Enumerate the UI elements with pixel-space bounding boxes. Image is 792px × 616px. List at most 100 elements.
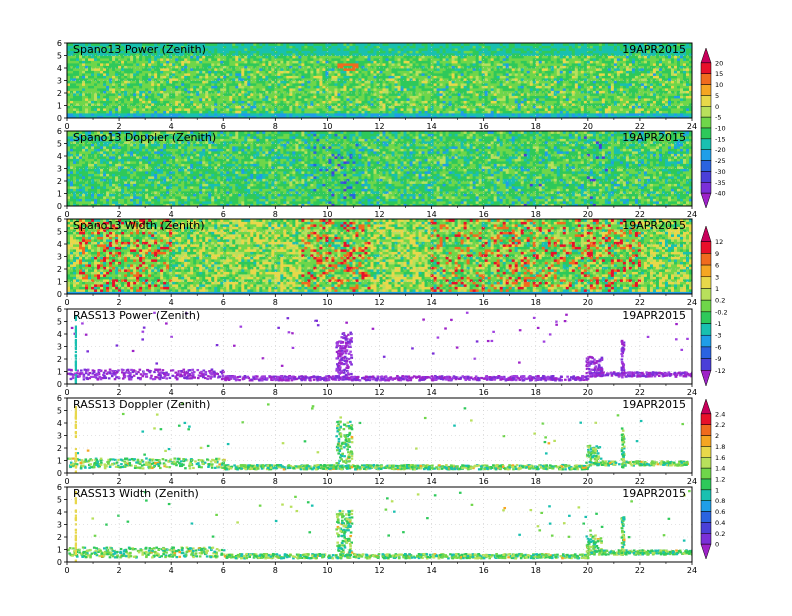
heat-cell: [271, 113, 274, 116]
heat-cell: [551, 113, 554, 116]
heat-cell: [500, 83, 503, 86]
heat-cell: [422, 83, 425, 86]
heat-cell: [395, 83, 398, 86]
heat-cell: [497, 71, 500, 74]
heat-cell: [124, 93, 127, 96]
heat-cell: [416, 106, 419, 109]
heat-cell: [139, 68, 142, 71]
heat-cell: [389, 96, 392, 99]
heat-cell: [211, 101, 214, 104]
heat-cell: [247, 56, 250, 59]
heat-cell: [187, 106, 190, 109]
heat-cell: [181, 61, 184, 64]
heat-cell: [346, 46, 349, 49]
heat-cell: [151, 88, 154, 91]
heat-cell: [461, 101, 464, 104]
heat-cell: [112, 98, 115, 101]
heat-cell: [178, 73, 181, 76]
heat-cell: [343, 108, 346, 111]
heat-cell: [202, 93, 205, 96]
heat-cell: [449, 88, 452, 91]
heat-cell: [395, 81, 398, 84]
heat-cell: [518, 48, 521, 51]
heat-cell: [392, 111, 395, 114]
heat-cell: [325, 83, 328, 86]
heat-cell: [313, 61, 316, 64]
heat-cell: [482, 51, 485, 54]
heat-cell: [202, 63, 205, 66]
heat-cell: [377, 68, 380, 71]
heat-cell: [367, 56, 370, 59]
heat-cell: [223, 51, 226, 54]
heat-cell: [545, 111, 548, 114]
heat-cell: [208, 83, 211, 86]
heat-cell: [157, 86, 160, 89]
heat-cell: [142, 96, 145, 99]
heat-cell: [428, 83, 431, 86]
heat-cell: [361, 56, 364, 59]
heat-cell: [262, 68, 265, 71]
heat-cell: [211, 61, 214, 64]
heat-cell: [256, 93, 259, 96]
heat-cell: [181, 101, 184, 104]
heat-cell: [223, 58, 226, 61]
heat-cell: [428, 106, 431, 109]
heat-cell: [509, 58, 512, 61]
heat-cell: [304, 68, 307, 71]
heat-cell: [175, 83, 178, 86]
heat-cell: [226, 51, 229, 54]
heat-cell: [271, 61, 274, 64]
heat-cell: [416, 101, 419, 104]
heat-cell: [395, 96, 398, 99]
heat-cell: [307, 73, 310, 76]
heat-cell: [491, 73, 494, 76]
heat-cell: [310, 101, 313, 104]
heat-cell: [449, 111, 452, 114]
heat-cell: [419, 48, 422, 51]
heat-cell: [509, 81, 512, 84]
heat-cell: [196, 106, 199, 109]
heat-cell: [325, 93, 328, 96]
heat-cell: [211, 68, 214, 71]
heat-cell: [395, 76, 398, 79]
heat-cell: [542, 63, 545, 66]
heat-cell: [307, 51, 310, 54]
heat-cell: [85, 63, 88, 66]
heat-cell: [310, 113, 313, 116]
heat-cell: [145, 96, 148, 99]
heat-cell: [193, 83, 196, 86]
heat-cell: [205, 73, 208, 76]
heat-cell: [148, 58, 151, 61]
heat-cell: [358, 58, 361, 61]
heat-cell: [226, 68, 229, 71]
heat-cell: [331, 56, 334, 59]
heat-cell: [539, 83, 542, 86]
heat-cell: [425, 71, 428, 74]
heat-cell: [232, 68, 235, 71]
heat-cell: [536, 98, 539, 101]
heat-cell: [259, 63, 262, 66]
heat-cell: [343, 76, 346, 79]
heat-cell: [373, 108, 376, 111]
heat-cell: [301, 68, 304, 71]
heat-cell: [473, 58, 476, 61]
heat-cell: [130, 71, 133, 74]
heat-cell: [434, 111, 437, 114]
heat-cell: [346, 103, 349, 106]
heat-cell: [488, 91, 491, 94]
heat-cell: [106, 71, 109, 74]
heat-cell: [94, 101, 97, 104]
heat-cell: [416, 53, 419, 56]
heat-cell: [325, 51, 328, 54]
heat-cell: [515, 76, 518, 79]
heat-cell: [106, 96, 109, 99]
heat-cell: [485, 63, 488, 66]
heat-cell: [247, 98, 250, 101]
heat-cell: [223, 56, 226, 59]
heat-cell: [497, 96, 500, 99]
heat-cell: [97, 83, 100, 86]
heat-cell: [488, 88, 491, 91]
heat-cell: [482, 98, 485, 101]
heat-cell: [370, 73, 373, 76]
heat-cell: [322, 101, 325, 104]
